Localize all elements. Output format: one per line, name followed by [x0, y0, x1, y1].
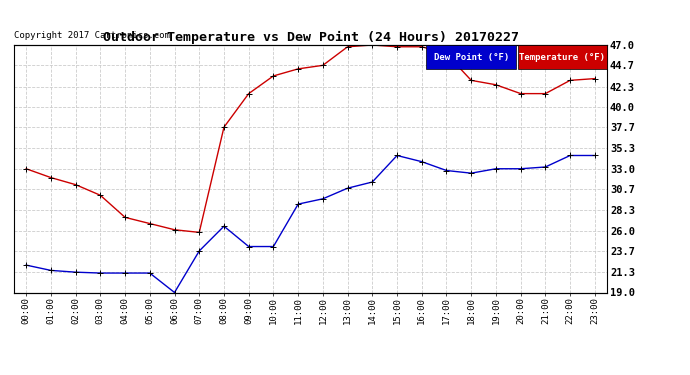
Title: Outdoor Temperature vs Dew Point (24 Hours) 20170227: Outdoor Temperature vs Dew Point (24 Hou… — [103, 31, 518, 44]
Text: Dew Point (°F): Dew Point (°F) — [433, 53, 509, 62]
Text: Temperature (°F): Temperature (°F) — [520, 53, 605, 62]
Text: Copyright 2017 Cartronics.com: Copyright 2017 Cartronics.com — [14, 31, 170, 40]
